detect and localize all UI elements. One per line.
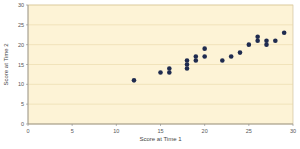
chart-svg: 0 5 10 15 20 25 30 0 5 10 15 20 25 30 Score at Time 1 S… [0, 0, 300, 149]
point [282, 30, 287, 35]
point [194, 58, 199, 63]
point [158, 70, 163, 75]
point [202, 46, 207, 51]
y-axis [28, 5, 29, 124]
y-axis-title: Score at Time 2 [3, 43, 9, 86]
x-tick-label: 0 [26, 128, 29, 134]
x-tick-label: 20 [202, 128, 208, 134]
point [264, 42, 269, 47]
grid-line [28, 124, 293, 125]
x-axis-title: Score at Time 1 [139, 136, 182, 142]
point [247, 42, 252, 47]
y-tick-label: 20 [18, 42, 24, 48]
point [185, 58, 190, 63]
grid-line [28, 84, 293, 85]
y-tick-label: 0 [21, 121, 24, 127]
point [264, 38, 269, 43]
grid-line [28, 64, 293, 65]
x-tick-label: 15 [157, 128, 163, 134]
y-tick-label: 15 [18, 62, 24, 68]
point [255, 38, 260, 43]
x-tick-label: 25 [246, 128, 252, 134]
point [167, 66, 172, 71]
plot-area [28, 5, 293, 124]
point [194, 54, 199, 59]
grid-line [28, 44, 293, 45]
x-axis [28, 124, 293, 125]
y-tick-label: 25 [18, 22, 24, 28]
x-tick-label: 5 [71, 128, 74, 134]
y-tick-label: 5 [21, 101, 24, 107]
y-tick-label: 10 [18, 81, 24, 87]
point [220, 58, 225, 63]
chart: 0 5 10 15 20 25 30 0 5 10 15 20 25 30 Score at Time 1 S… [0, 0, 300, 149]
point [229, 54, 234, 59]
point [167, 70, 172, 75]
point [132, 78, 137, 83]
point [238, 50, 243, 55]
point [255, 34, 260, 39]
y-tick-label: 30 [18, 2, 24, 8]
point [185, 62, 190, 67]
point [273, 38, 278, 43]
points [132, 30, 287, 82]
point [185, 66, 190, 71]
point [202, 54, 207, 59]
x-tick-label: 10 [113, 128, 119, 134]
grid-line [28, 104, 293, 105]
grid-line [28, 5, 293, 6]
x-tick-label: 30 [290, 128, 296, 134]
grid-line [28, 24, 293, 25]
